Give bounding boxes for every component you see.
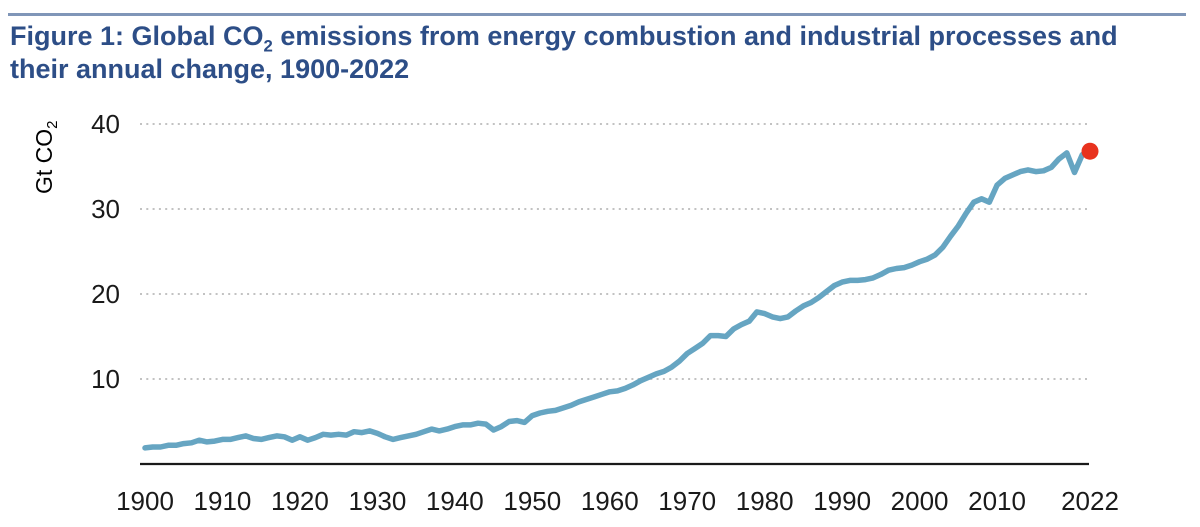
figure-title-line1-post: emissions from energy combustion and ind… — [272, 21, 1118, 51]
x-tick-label-1910: 1910 — [194, 486, 252, 516]
x-tick-label-1970: 1970 — [658, 486, 716, 516]
x-tick-label-1950: 1950 — [503, 486, 561, 516]
x-tick-label-1930: 1930 — [348, 486, 406, 516]
x-tick-label-1940: 1940 — [426, 486, 484, 516]
y-axis-title: Gt CO2 — [31, 120, 61, 194]
figure-title-line2: their annual change, 1900-2022 — [10, 54, 410, 84]
co2-subscript: 2 — [263, 36, 273, 56]
x-tick-label-1920: 1920 — [271, 486, 329, 516]
emissions-line — [142, 148, 1093, 451]
figure-title: Figure 1: Global CO2 emissions from ener… — [10, 20, 1118, 86]
y-tick-label-30: 30 — [91, 194, 120, 224]
x-tick-label-2010: 2010 — [968, 486, 1026, 516]
x-tick-label-1960: 1960 — [581, 486, 639, 516]
x-tick-label-2000: 2000 — [891, 486, 949, 516]
x-tick-label-1900: 1900 — [116, 486, 174, 516]
y-tick-label-20: 20 — [91, 279, 120, 309]
x-tick-label-1980: 1980 — [736, 486, 794, 516]
latest-point-marker — [1081, 142, 1099, 160]
y-tick-label-40: 40 — [91, 109, 120, 139]
x-tick-label-1990: 1990 — [813, 486, 871, 516]
x-tick-label-2022: 2022 — [1061, 486, 1119, 516]
header-rule — [8, 13, 1186, 16]
y-tick-label-10: 10 — [91, 364, 120, 394]
figure-title-line1: Figure 1: Global CO2 emissions from ener… — [10, 21, 1118, 54]
figure-title-line1-pre: Figure 1: Global CO — [10, 21, 264, 51]
